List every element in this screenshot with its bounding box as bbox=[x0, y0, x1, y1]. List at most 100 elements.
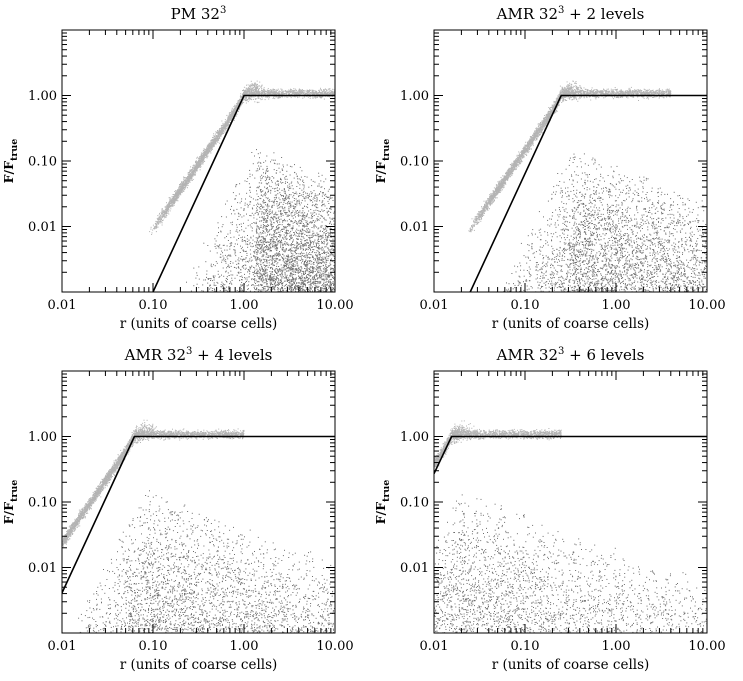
scatter-point bbox=[282, 93, 284, 95]
scatter-point bbox=[290, 266, 292, 268]
scatter-point bbox=[199, 158, 200, 160]
scatter-point bbox=[312, 97, 314, 99]
scatter-point bbox=[231, 213, 232, 215]
scatter-point bbox=[323, 275, 325, 277]
scatter-point bbox=[219, 131, 221, 133]
scatter-point bbox=[295, 258, 297, 260]
scatter-point bbox=[213, 140, 215, 142]
scatter-point bbox=[289, 91, 291, 93]
scatter-point bbox=[260, 248, 262, 250]
scatter-point bbox=[274, 93, 276, 95]
scatter-point bbox=[161, 210, 163, 212]
scatter-point bbox=[322, 91, 324, 93]
scatter-point bbox=[328, 232, 330, 234]
scatter-point bbox=[202, 149, 204, 151]
scatter-point bbox=[221, 128, 223, 130]
scatter-point bbox=[278, 183, 280, 185]
scatter-point bbox=[274, 92, 275, 93]
scatter-point bbox=[242, 93, 244, 95]
scatter-point bbox=[202, 163, 204, 165]
scatter-point bbox=[255, 90, 257, 92]
scatter-point bbox=[309, 229, 311, 231]
scatter-point bbox=[290, 235, 292, 237]
scatter-point bbox=[323, 251, 325, 253]
scatter-point bbox=[192, 165, 194, 166]
scatter-point bbox=[235, 260, 237, 262]
scatter-point bbox=[261, 239, 263, 241]
scatter-point bbox=[256, 80, 258, 82]
scatter-point bbox=[235, 115, 237, 117]
scatter-point bbox=[264, 96, 266, 98]
scatter-point bbox=[316, 198, 318, 200]
scatter-point bbox=[150, 228, 152, 230]
scatter-point bbox=[272, 255, 274, 257]
scatter-point bbox=[246, 181, 248, 182]
scatter-point bbox=[275, 268, 277, 270]
scatter-point bbox=[243, 209, 245, 211]
scatter-point bbox=[212, 143, 214, 145]
scatter-point bbox=[291, 91, 293, 93]
scatter-point bbox=[197, 164, 199, 166]
scatter-point bbox=[246, 98, 248, 100]
scatter-point bbox=[309, 97, 311, 99]
scatter-point bbox=[255, 279, 257, 281]
scatter-point bbox=[241, 102, 242, 104]
scatter-point bbox=[210, 287, 212, 289]
scatter-point bbox=[186, 177, 188, 179]
scatter-point bbox=[251, 83, 253, 85]
scatter-point bbox=[295, 230, 297, 232]
scatter-point bbox=[318, 236, 320, 238]
scatter-point bbox=[322, 92, 324, 94]
scatter-point bbox=[263, 274, 265, 276]
scatter-point bbox=[265, 211, 267, 213]
scatter-point bbox=[261, 84, 263, 86]
scatter-point bbox=[246, 88, 248, 89]
scatter-point bbox=[283, 247, 284, 249]
scatter-point bbox=[295, 90, 297, 92]
scatter-point bbox=[216, 252, 218, 254]
scatter-point bbox=[219, 142, 221, 144]
scatter-point bbox=[265, 209, 267, 211]
scatter-point bbox=[183, 181, 185, 182]
scatter-point bbox=[268, 246, 270, 248]
scatter-point bbox=[251, 230, 253, 232]
scatter-point bbox=[203, 157, 205, 159]
scatter-point bbox=[154, 228, 156, 230]
scatter-point bbox=[223, 126, 224, 128]
scatter-point bbox=[294, 250, 296, 251]
scatter-point bbox=[254, 288, 255, 290]
scatter-point bbox=[288, 288, 290, 290]
scatter-point bbox=[253, 93, 255, 95]
scatter-point bbox=[240, 95, 241, 97]
scatter-point bbox=[249, 273, 251, 275]
scatter-point bbox=[308, 234, 310, 236]
scatter-point bbox=[198, 159, 200, 161]
scatter-point bbox=[217, 135, 219, 137]
scatter-point bbox=[333, 255, 335, 257]
scatter-point bbox=[259, 267, 261, 269]
scatter-point bbox=[266, 221, 268, 223]
scatter-point bbox=[319, 259, 321, 260]
scatter-point bbox=[282, 257, 284, 259]
scatter-point bbox=[300, 290, 302, 292]
scatter-point bbox=[282, 174, 284, 176]
scatter-point bbox=[230, 265, 232, 267]
scatter-point bbox=[264, 91, 266, 93]
scatter-point bbox=[308, 246, 310, 248]
scatter-point bbox=[155, 223, 157, 225]
scatter-point bbox=[307, 213, 308, 215]
scatter-point bbox=[217, 136, 219, 138]
scatter-point bbox=[263, 93, 265, 95]
scatter-point bbox=[237, 271, 239, 273]
scatter-point bbox=[308, 231, 310, 233]
scatter-point bbox=[205, 155, 207, 156]
scatter-point bbox=[289, 214, 291, 216]
scatter-point bbox=[224, 237, 226, 239]
scatter-point bbox=[237, 202, 239, 204]
scatter-point bbox=[292, 210, 294, 212]
scatter-point bbox=[230, 118, 232, 120]
scatter-point bbox=[255, 84, 257, 86]
scatter-point bbox=[169, 202, 171, 204]
scatter-point bbox=[263, 221, 265, 223]
scatter-point bbox=[268, 231, 270, 232]
